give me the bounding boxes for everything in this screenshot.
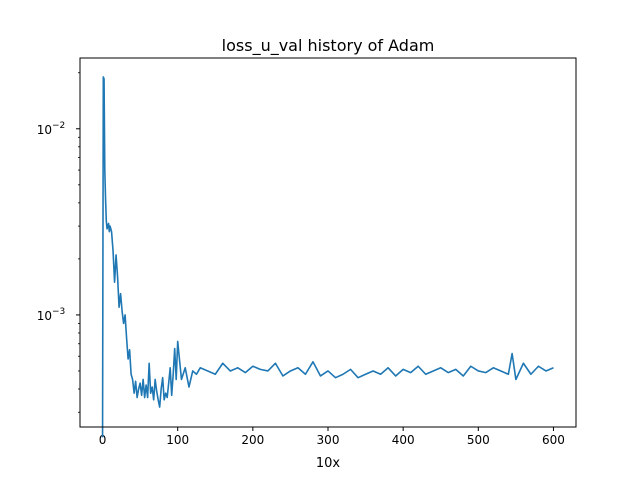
- x-tick-label: 500: [467, 433, 490, 447]
- x-tick-label: 600: [542, 433, 565, 447]
- x-tick-label: 300: [317, 433, 340, 447]
- plot-area: [80, 58, 576, 427]
- x-tick-label: 100: [166, 433, 189, 447]
- x-tick-label: 0: [99, 433, 107, 447]
- x-tick-label: 400: [392, 433, 415, 447]
- y-tick-base: 10: [37, 309, 52, 323]
- y-tick-label: 10: [37, 123, 52, 137]
- y-axis: 10−310−2: [37, 72, 80, 413]
- series-layer: [101, 76, 554, 438]
- x-axis: 0 100 200 300 400 500 600: [99, 427, 565, 447]
- x-tick-label: 200: [241, 433, 264, 447]
- y-tick-exponent: −2: [52, 121, 65, 131]
- y-tick-label: 10: [37, 309, 52, 323]
- y-tick-exponent: −3: [52, 307, 65, 317]
- chart-title: loss_u_val history of Adam: [222, 36, 435, 56]
- x-axis-label: 10x: [316, 456, 341, 471]
- y-tick-base: 10: [37, 123, 52, 137]
- axes-frame: [79, 57, 577, 428]
- series-line-0: [101, 76, 554, 438]
